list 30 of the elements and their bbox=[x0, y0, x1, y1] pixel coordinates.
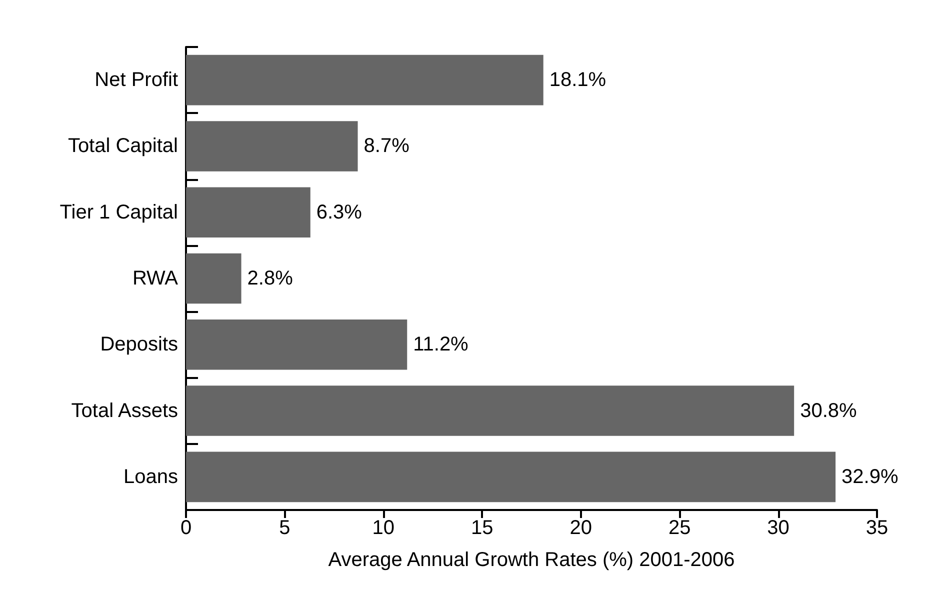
data-label: 11.2% bbox=[413, 334, 469, 356]
y-tick-label: Loans bbox=[124, 466, 178, 488]
y-tick-label: Total Assets bbox=[71, 400, 178, 422]
y-tick-label: RWA bbox=[132, 268, 179, 290]
data-label: 6.3% bbox=[316, 201, 362, 224]
x-tick-label: 35 bbox=[866, 517, 888, 539]
data-label: 18.1% bbox=[549, 69, 606, 92]
y-tick-label: Tier 1 Capital bbox=[60, 201, 178, 224]
bar bbox=[186, 187, 310, 238]
bar bbox=[186, 386, 794, 436]
bar bbox=[186, 253, 242, 304]
bar bbox=[186, 121, 358, 172]
x-tick-label: 5 bbox=[279, 517, 290, 539]
data-label: 2.8% bbox=[247, 268, 294, 290]
data-label: 8.7% bbox=[364, 135, 410, 158]
data-label: 32.9% bbox=[842, 466, 898, 488]
x-axis-title: Average Annual Growth Rates (%) 2001-2006 bbox=[328, 549, 735, 571]
x-tick-label: 0 bbox=[180, 517, 192, 539]
y-tick-label: Net Profit bbox=[94, 69, 178, 92]
bar bbox=[186, 452, 836, 502]
y-tick-label: Deposits bbox=[100, 334, 178, 356]
x-tick-label: 30 bbox=[767, 517, 790, 539]
bar bbox=[186, 320, 408, 370]
x-tick-label: 20 bbox=[570, 517, 592, 539]
bar bbox=[186, 54, 544, 106]
x-tick-label: 15 bbox=[471, 517, 494, 539]
y-tick-label: Total Capital bbox=[68, 135, 178, 158]
x-tick-label: 10 bbox=[372, 517, 395, 539]
data-label: 30.8% bbox=[800, 400, 858, 422]
x-tick-label: 25 bbox=[668, 517, 691, 539]
